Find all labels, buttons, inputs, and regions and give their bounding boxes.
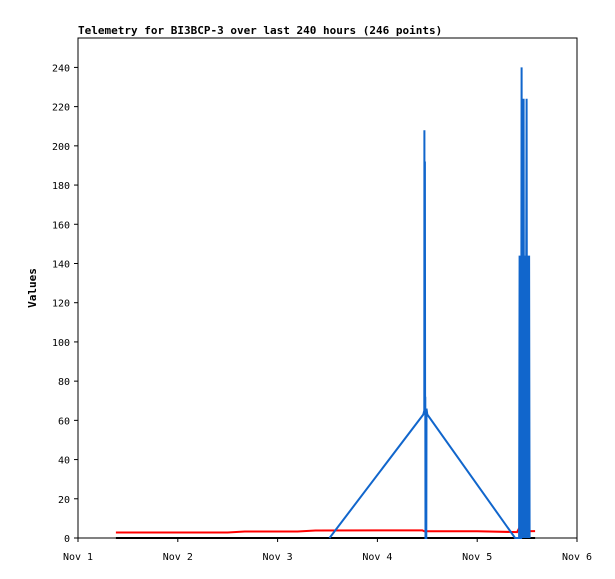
y-tick-label: 220: [52, 103, 70, 114]
y-tick-label: 100: [52, 338, 70, 349]
y-tick-label: 60: [58, 416, 70, 427]
y-tick-label: 180: [52, 181, 70, 192]
y-axis-label: Values: [26, 268, 39, 308]
series-line-2: [328, 67, 531, 539]
y-tick-label: 120: [52, 299, 70, 310]
plot-frame: [77, 37, 578, 539]
x-axis: Nov 1 Nov 2 Nov 3 Nov 4 Nov 5 Nov 6: [63, 538, 592, 563]
x-tick-label: Nov 3: [263, 552, 293, 563]
x-tick-label: Nov 6: [562, 552, 592, 563]
x-tick-label: Nov 5: [462, 552, 492, 563]
y-tick-label: 160: [52, 220, 70, 231]
y-tick-label: 40: [58, 456, 70, 467]
series-layer: [115, 67, 536, 539]
y-tick-label: 140: [52, 259, 70, 270]
x-tick-label: Nov 2: [163, 552, 193, 563]
x-tick-label: Nov 4: [362, 552, 392, 563]
y-tick-label: 80: [58, 377, 70, 388]
series-line-0: [115, 526, 536, 534]
y-axis: 0 20 40 60 80 100 120 140 160 180 200 220 240: [52, 63, 78, 545]
x-tick-label: Nov 1: [63, 552, 93, 563]
y-tick-label: 200: [52, 142, 70, 153]
y-tick-label: 0: [64, 534, 70, 545]
y-tick-label: 20: [58, 495, 70, 506]
chart-title: Telemetry for BI3BCP-3 over last 240 hou…: [78, 24, 442, 37]
y-tick-label: 240: [52, 63, 70, 74]
